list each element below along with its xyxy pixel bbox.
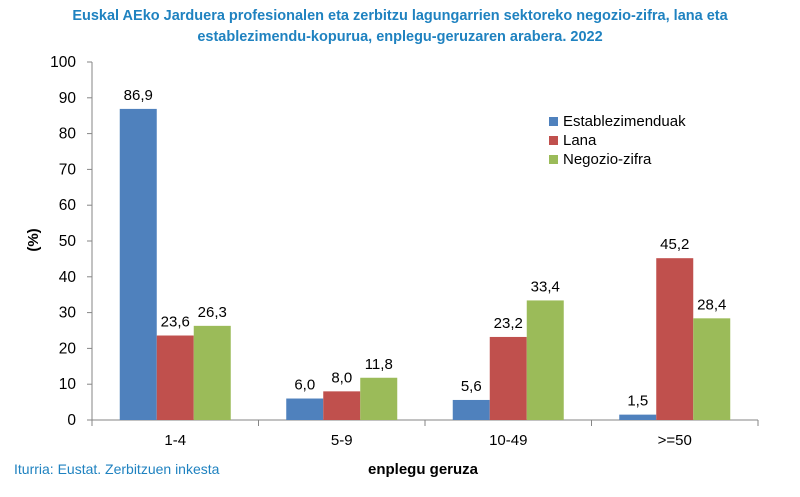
legend-label: Negozio-zifra	[563, 151, 652, 168]
y-tick-label: 10	[59, 376, 77, 393]
y-axis: 0 10 20 30 40 50 60 70 80 90 100	[50, 54, 93, 429]
legend: Establezimenduak Lana Negozio-zifra	[549, 113, 686, 168]
bar	[286, 398, 324, 420]
x-tick-label: 5-9	[331, 432, 353, 449]
data-label: 23,6	[161, 314, 190, 331]
data-label: 28,4	[697, 296, 726, 313]
legend-swatch	[549, 136, 558, 145]
x-axis-title: enplegu geruza	[368, 461, 479, 478]
data-label: 8,0	[331, 369, 352, 386]
data-label: 6,0	[294, 377, 315, 394]
bar	[156, 335, 194, 420]
bar	[193, 325, 231, 420]
data-label: 11,8	[365, 356, 393, 373]
y-tick-label: 40	[59, 269, 77, 286]
bar	[489, 336, 527, 420]
bar	[452, 399, 490, 420]
x-tick-label: 1-4	[164, 432, 186, 449]
y-tick-label: 60	[59, 197, 77, 214]
legend-label: Establezimenduak	[563, 113, 686, 130]
y-tick-label: 30	[59, 305, 77, 322]
data-label: 86,9	[124, 87, 153, 104]
y-tick-label: 0	[67, 412, 76, 429]
bars	[119, 108, 731, 420]
data-label: 26,3	[198, 304, 227, 321]
bar	[119, 108, 157, 420]
chart-title-line-2: establezimendu-kopurua, enplegu-geruzare…	[197, 29, 603, 45]
data-label: 45,2	[660, 236, 689, 253]
data-labels: 86,9 6,0 5,6 1,5 23,6 8,0 23,2 45,2 26,3 11,8 33,4…	[124, 87, 727, 410]
y-axis-title: (%)	[25, 228, 42, 251]
y-tick-label: 100	[50, 54, 76, 71]
data-label: 23,2	[494, 315, 523, 332]
data-label: 1,5	[627, 393, 648, 410]
source-note: Iturria: Eustat. Zerbitzuen inkesta	[14, 461, 220, 477]
y-tick-label: 20	[59, 340, 77, 357]
legend-swatch	[549, 117, 558, 126]
bar	[693, 318, 731, 420]
data-label: 5,6	[461, 378, 482, 395]
x-tick-label: 10-49	[489, 432, 527, 449]
bar	[619, 414, 657, 420]
y-tick-label: 80	[59, 126, 77, 143]
bar	[360, 377, 398, 420]
legend-label: Lana	[563, 132, 597, 149]
data-label: 33,4	[531, 278, 560, 295]
bar	[323, 391, 361, 420]
x-tick-label: >=50	[658, 432, 692, 449]
chart-title-line-1: Euskal AEko Jarduera profesionalen eta z…	[72, 8, 728, 24]
bar	[656, 258, 694, 420]
bar	[526, 300, 564, 420]
chart-title: Euskal AEko Jarduera profesionalen eta z…	[0, 6, 800, 48]
y-tick-label: 50	[59, 233, 77, 250]
x-axis: 1-4 5-9 10-49 >=50	[91, 419, 759, 449]
y-tick-label: 70	[59, 161, 77, 178]
legend-swatch	[549, 155, 558, 164]
y-tick-label: 90	[59, 90, 77, 107]
